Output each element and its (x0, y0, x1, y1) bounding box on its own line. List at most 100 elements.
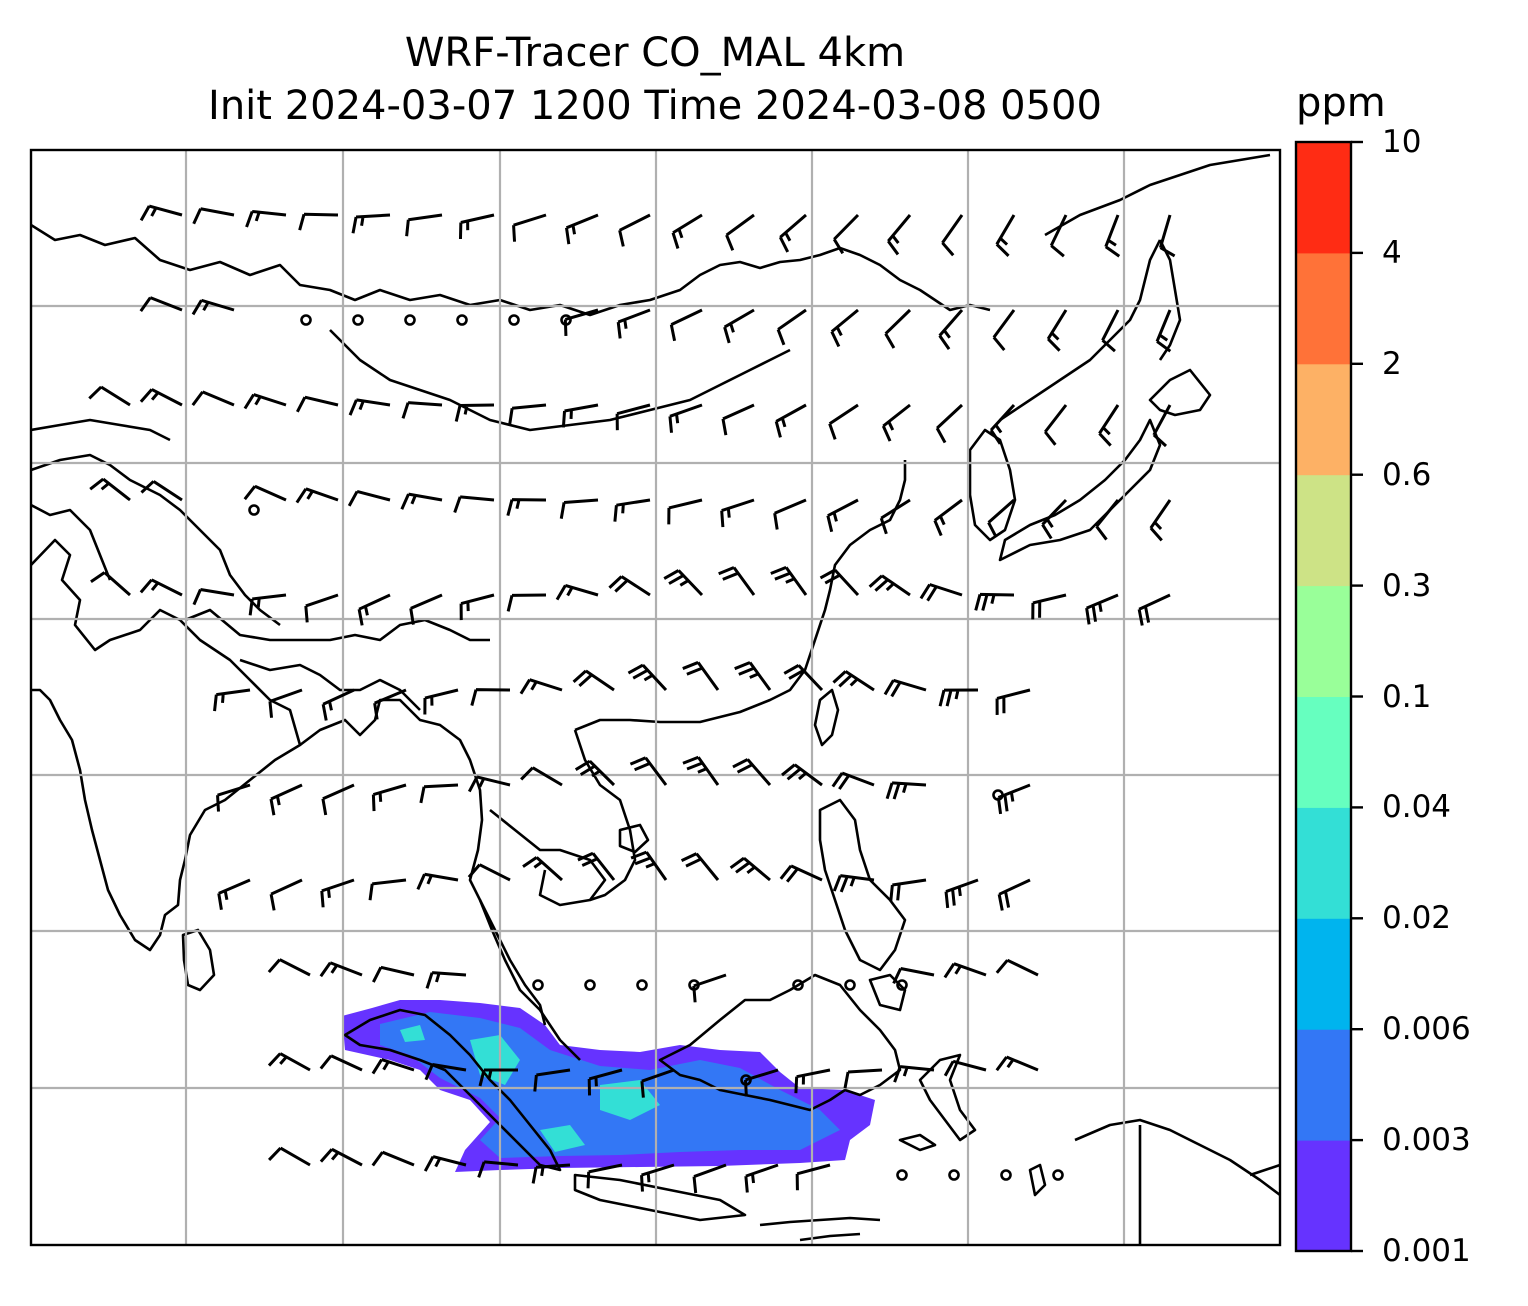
wind-barb (843, 1068, 883, 1089)
wind-barb (1149, 499, 1172, 542)
wind-barb (213, 688, 251, 712)
wind-barb (996, 783, 1031, 815)
wind-barb (89, 477, 131, 502)
colorbar-segment (1296, 1029, 1351, 1141)
wind-barb (1158, 214, 1176, 258)
wind-barb (1101, 309, 1120, 353)
colorbar-tick-label: 0.001 (1382, 1233, 1471, 1269)
colorbar-tick-label: 4 (1382, 234, 1402, 271)
wind-barb (139, 296, 183, 312)
wind-barb (732, 758, 772, 786)
wind-barb (630, 850, 668, 881)
wind-barb (720, 498, 755, 528)
colorbar-tick-label: 0.003 (1382, 1122, 1471, 1159)
wind-barb (1041, 498, 1068, 540)
colorbar (1294, 140, 1363, 1253)
wind-barb (828, 403, 859, 440)
wind-barb (319, 1147, 363, 1167)
wind-barb (1043, 404, 1068, 446)
calm-wind-marker (508, 314, 520, 326)
wind-barb (640, 1068, 675, 1098)
wind-barb (561, 403, 599, 428)
wind-barb (351, 213, 391, 234)
plume-level-3 (540, 1125, 585, 1152)
wind-barb (357, 593, 391, 626)
wind-barb (321, 783, 355, 816)
wind-barb (995, 214, 1016, 257)
wind-barb (682, 661, 720, 691)
wind-barb (268, 688, 303, 718)
wind-barb (522, 856, 563, 882)
wind-barb (667, 498, 703, 525)
wind-barb (512, 213, 547, 242)
wind-barb (304, 593, 339, 623)
wind-barb (995, 688, 1031, 715)
calm-wind-marker (248, 504, 260, 516)
wind-barb (1095, 499, 1120, 541)
wind-barb (1098, 404, 1120, 447)
calm-wind-marker (636, 979, 648, 991)
wind-barb (663, 569, 704, 597)
wind-barb (832, 874, 875, 893)
wind-barb (454, 403, 495, 422)
wind-barb (467, 863, 511, 882)
gridlines (31, 150, 1280, 1245)
wind-barb (140, 480, 183, 502)
wind-barb (919, 583, 963, 602)
wind-barb (519, 678, 563, 695)
wind-barb (348, 398, 391, 416)
plume-level-3 (600, 1080, 660, 1120)
calm-wind-marker (300, 314, 312, 326)
wind-barb (744, 1163, 779, 1193)
wind-barb (943, 962, 987, 979)
wind-barb (555, 583, 599, 601)
wind-barb (453, 495, 495, 513)
wind-barb (1137, 593, 1171, 626)
colorbar-segment (1296, 696, 1351, 808)
wind-barb (616, 308, 651, 339)
wind-barb (944, 878, 979, 909)
wind-barb (296, 395, 339, 413)
colorbar-segment (1296, 918, 1351, 1030)
wind-barb (191, 390, 235, 407)
wind-barb (992, 309, 1016, 352)
calm-wind-marker (896, 979, 908, 991)
wind-barb (995, 958, 1039, 977)
wind-barb (401, 401, 443, 419)
wind-barb (531, 1163, 571, 1184)
colorbar-tick-label: 10 (1382, 124, 1422, 160)
wind-barb (506, 593, 547, 612)
wind-barb (721, 403, 755, 436)
wind-barb (321, 688, 355, 721)
wind-barb (1046, 309, 1068, 352)
wind-barbs (88, 204, 1176, 1194)
wind-barb (470, 688, 511, 706)
wind-barb (416, 872, 459, 890)
wind-barb (320, 878, 355, 908)
wind-barb (943, 1059, 987, 1077)
wind-barb (938, 688, 979, 707)
colorbar-segment (1296, 1140, 1351, 1252)
calm-wind-marker (456, 314, 468, 326)
colorbar-tick-label: 0.1 (1382, 678, 1432, 715)
calm-wind-marker (404, 314, 416, 326)
wind-barb (139, 204, 183, 222)
wind-barb (533, 1068, 571, 1092)
calm-wind-marker (948, 1169, 960, 1181)
wind-barb (139, 578, 183, 597)
wind-barb (832, 670, 875, 692)
colorbar-tick-label: 0.006 (1382, 1011, 1471, 1048)
colorbar-segment (1296, 474, 1351, 587)
wind-barb (347, 489, 391, 507)
wind-barb (467, 775, 511, 793)
wind-barb (424, 1063, 467, 1081)
wind-barb (615, 403, 651, 431)
colorbar-tick-label: 2 (1382, 345, 1402, 382)
map-frame (29, 148, 1282, 1247)
wind-barb (90, 571, 131, 597)
wind-barb (778, 213, 807, 253)
wind-barb (1155, 309, 1172, 353)
wind-barb (217, 878, 251, 910)
